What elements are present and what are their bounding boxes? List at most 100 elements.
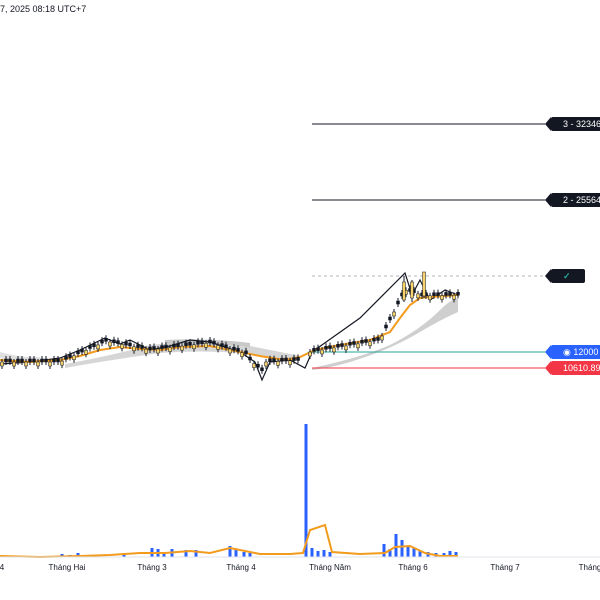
candle <box>124 341 128 346</box>
volume-bars <box>60 424 458 557</box>
candle <box>410 281 414 299</box>
candle <box>432 292 436 296</box>
volume-bar <box>400 540 404 557</box>
candle <box>344 345 348 351</box>
candle <box>84 350 88 355</box>
check-tag[interactable]: ✓ <box>545 269 585 283</box>
candle <box>402 281 406 301</box>
eye-icon: ◉ <box>563 347 571 357</box>
candle <box>392 311 396 317</box>
candle <box>364 339 368 343</box>
x-axis-label-5: Tháng Năm <box>309 563 351 572</box>
candle <box>220 343 224 347</box>
candle <box>280 357 284 362</box>
candle <box>268 358 272 363</box>
chart-datetime: 7, 2025 08:18 UTC+7 <box>0 4 87 14</box>
candle <box>384 324 388 329</box>
candle <box>448 292 452 296</box>
candle <box>388 316 392 321</box>
candle <box>260 367 264 372</box>
candle <box>422 271 426 297</box>
candle <box>0 361 4 367</box>
volume-bar <box>316 551 320 557</box>
candle <box>112 339 116 344</box>
candle <box>440 295 444 300</box>
volume-bar <box>394 534 398 557</box>
candle <box>104 338 108 342</box>
volume-bar <box>122 554 126 557</box>
candle <box>164 344 168 349</box>
candle <box>156 348 160 354</box>
candle <box>308 351 312 357</box>
candle <box>148 346 152 351</box>
x-axis-label-7: Tháng 7 <box>490 563 520 572</box>
candle <box>96 344 100 350</box>
candle <box>396 300 400 305</box>
candle <box>212 340 216 345</box>
candle <box>144 348 148 354</box>
candle <box>444 292 448 296</box>
candle <box>320 349 324 355</box>
x-axis-label-1: 4 <box>0 563 5 572</box>
volume-bar <box>382 544 386 557</box>
candle <box>436 292 440 296</box>
candle <box>296 357 300 361</box>
candle <box>140 345 144 349</box>
candles-group <box>0 271 460 374</box>
check-icon: ✓ <box>563 271 571 281</box>
candle <box>32 358 36 363</box>
candle <box>40 358 44 363</box>
candle <box>184 342 188 346</box>
candle <box>428 295 432 301</box>
candle <box>8 358 12 363</box>
volume-bar <box>76 553 80 557</box>
candle <box>252 363 256 368</box>
candle <box>168 347 172 352</box>
candle <box>188 341 192 346</box>
volume-bar <box>228 546 232 557</box>
candle <box>56 358 60 363</box>
candle <box>136 344 140 348</box>
candle <box>28 358 32 363</box>
level-2-tag[interactable]: 2 - 25564.6 <box>545 193 600 207</box>
candle <box>180 345 184 351</box>
volume-bar <box>328 552 332 557</box>
candle <box>20 358 24 363</box>
candle <box>108 341 112 347</box>
volume-bar <box>406 546 410 557</box>
candle <box>172 343 176 348</box>
candle <box>332 347 336 353</box>
candle <box>312 348 316 352</box>
level-3-tag[interactable]: 3 - 32346.9 <box>545 117 600 131</box>
candle <box>60 360 64 366</box>
volume-bar <box>242 552 246 557</box>
candle <box>176 343 180 347</box>
level-2-label: 2 - 25564.6 <box>563 195 600 205</box>
volume-bar <box>248 553 252 557</box>
candle <box>200 340 204 345</box>
candle <box>368 341 372 347</box>
candle <box>128 342 132 347</box>
volume-bar <box>412 548 416 557</box>
candle <box>88 345 92 349</box>
candle <box>352 341 356 345</box>
stop-loss-label: 10610.89 <box>563 363 600 373</box>
candle <box>256 363 260 368</box>
stop-loss-tag[interactable]: 10610.89 <box>545 361 600 375</box>
candle <box>72 355 76 360</box>
candle <box>456 291 460 296</box>
candle <box>152 346 156 350</box>
take-profit-tag[interactable]: ◉ 12000 <box>545 345 600 359</box>
candle <box>348 341 352 346</box>
volume-bar <box>304 424 308 557</box>
x-axis-label-4: Tháng 4 <box>226 563 256 572</box>
candle <box>36 361 40 367</box>
candle <box>24 361 28 367</box>
volume-bar <box>184 550 188 557</box>
candle <box>64 356 68 360</box>
volume-ma-line <box>0 523 458 559</box>
candle <box>360 339 364 344</box>
candle <box>4 358 8 363</box>
x-axis-label-3: Tháng 3 <box>137 563 167 572</box>
